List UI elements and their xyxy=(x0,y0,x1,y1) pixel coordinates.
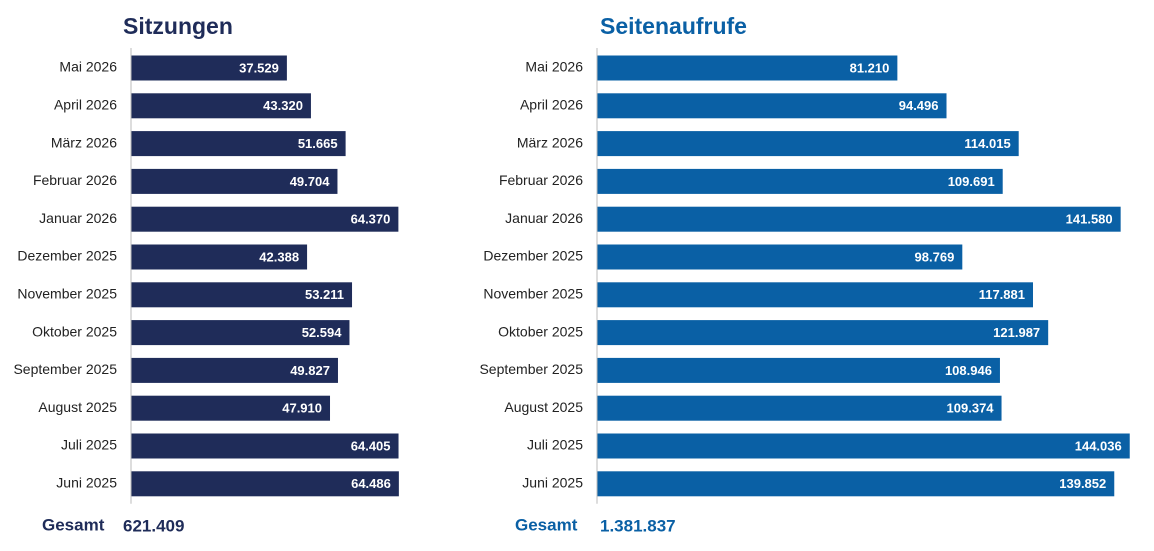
value-label: 49.827 xyxy=(290,363,330,378)
value-label: 81.210 xyxy=(850,60,890,75)
value-label: 144.036 xyxy=(1075,438,1122,453)
total-value: 1.381.837 xyxy=(600,516,676,535)
bar xyxy=(597,471,1115,497)
bar xyxy=(597,244,963,270)
category-label: Juli 2025 xyxy=(527,437,583,453)
value-label: 52.594 xyxy=(302,325,343,340)
bar xyxy=(131,131,346,157)
category-label: Januar 2026 xyxy=(505,210,583,226)
bar xyxy=(597,131,1019,157)
value-label: 37.529 xyxy=(239,60,279,75)
value-label: 141.580 xyxy=(1066,212,1113,227)
chart-title: Sitzungen xyxy=(123,13,233,39)
category-label: Dezember 2025 xyxy=(483,248,583,264)
value-label: 42.388 xyxy=(259,249,299,264)
bar xyxy=(131,357,338,383)
value-label: 94.496 xyxy=(899,98,939,113)
category-label: April 2026 xyxy=(520,97,583,113)
category-label: Februar 2026 xyxy=(499,172,583,188)
category-label: Januar 2026 xyxy=(39,210,117,226)
category-label: Mai 2026 xyxy=(59,59,117,75)
category-label: März 2026 xyxy=(517,134,583,150)
value-label: 64.486 xyxy=(351,476,391,491)
bar xyxy=(131,433,399,459)
value-label: 109.374 xyxy=(947,401,995,416)
bar xyxy=(597,206,1121,232)
value-label: 108.946 xyxy=(945,363,992,378)
bar xyxy=(131,168,338,194)
value-label: 117.881 xyxy=(979,287,1025,302)
value-label: 51.665 xyxy=(298,136,338,151)
category-label: September 2025 xyxy=(13,361,117,377)
value-label: 53.211 xyxy=(305,287,344,302)
bar xyxy=(131,320,350,346)
value-label: 64.405 xyxy=(351,438,391,453)
value-label: 121.987 xyxy=(993,325,1040,340)
bar xyxy=(131,395,331,421)
bar xyxy=(597,282,1033,308)
category-label: November 2025 xyxy=(483,286,583,302)
bar xyxy=(131,471,399,497)
value-label: 139.852 xyxy=(1059,476,1106,491)
bar xyxy=(131,206,399,232)
bar xyxy=(131,244,308,270)
value-label: 43.320 xyxy=(263,98,303,113)
value-label: 64.370 xyxy=(351,212,391,227)
category-label: August 2025 xyxy=(504,399,583,415)
category-label: März 2026 xyxy=(51,134,117,150)
category-label: November 2025 xyxy=(17,286,117,302)
total-label: Gesamt xyxy=(42,515,105,534)
bar xyxy=(597,168,1003,194)
bar xyxy=(597,55,898,81)
value-label: 98.769 xyxy=(915,249,955,264)
category-label: Juli 2025 xyxy=(61,437,117,453)
bar xyxy=(597,357,1000,383)
total-label: Gesamt xyxy=(515,515,578,534)
category-label: Dezember 2025 xyxy=(17,248,117,264)
category-label: April 2026 xyxy=(54,97,117,113)
value-label: 114.015 xyxy=(964,136,1010,151)
total-value: 621.409 xyxy=(123,516,184,535)
bar xyxy=(597,395,1002,421)
category-label: Mai 2026 xyxy=(525,59,583,75)
value-label: 109.691 xyxy=(948,174,995,189)
category-label: Juni 2025 xyxy=(56,475,117,491)
chart-title: Seitenaufrufe xyxy=(600,13,747,39)
category-label: Februar 2026 xyxy=(33,172,117,188)
category-label: Oktober 2025 xyxy=(498,323,583,339)
bar xyxy=(131,282,353,308)
bar xyxy=(597,320,1049,346)
bar xyxy=(131,55,287,81)
category-label: Juni 2025 xyxy=(522,475,583,491)
category-label: August 2025 xyxy=(38,399,117,415)
value-label: 49.704 xyxy=(290,174,331,189)
value-label: 47.910 xyxy=(282,401,322,416)
bar xyxy=(597,93,947,119)
bar xyxy=(597,433,1130,459)
category-label: September 2025 xyxy=(479,361,583,377)
category-label: Oktober 2025 xyxy=(32,323,117,339)
bar xyxy=(131,93,311,119)
